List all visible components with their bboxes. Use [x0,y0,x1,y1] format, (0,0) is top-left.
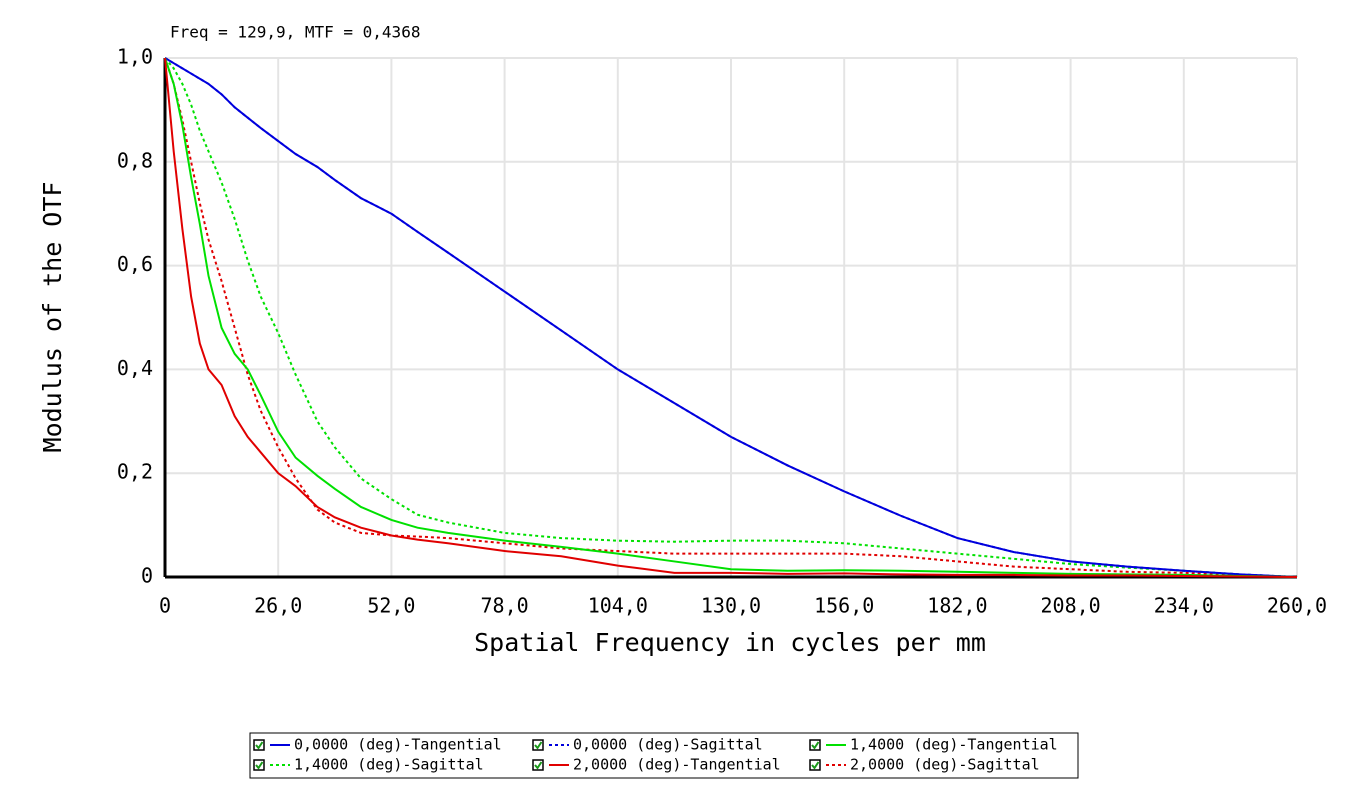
series-line [164,57,1298,578]
y-tick-label: 0,8 [117,148,153,172]
x-tick-label: 130,0 [701,594,761,618]
x-tick-label: 208,0 [1040,594,1100,618]
legend-check [811,741,820,750]
legend-label: 1,4000 (deg)-Sagittal [294,756,484,774]
x-tick-label: 26,0 [254,594,302,618]
x-tick-label: 234,0 [1154,594,1214,618]
legend-checkbox [253,739,265,751]
y-tick-label: 0,4 [117,356,153,380]
x-tick-label: 104,0 [588,594,648,618]
legend-label: 2,0000 (deg)-Tangential [573,756,781,774]
legend-label: 0,0000 (deg)-Tangential [294,736,502,754]
y-tick-label: 0,6 [117,252,153,276]
x-tick-label: 78,0 [481,594,529,618]
legend-checkbox [253,759,265,771]
y-tick-label: 0 [141,564,153,588]
series-line [164,57,1298,578]
legend-label: 2,0000 (deg)-Sagittal [850,756,1040,774]
legend-label: 1,4000 (deg)-Tangential [850,736,1058,754]
series-line [164,57,1298,578]
y-tick-label: 1,0 [117,45,153,69]
x-tick-label: 182,0 [927,594,987,618]
legend-checkbox [532,759,544,771]
legend-check [534,741,543,750]
legend-box [249,732,1079,779]
legend-check [534,761,543,770]
x-tick-label: 0 [159,594,171,618]
y-tick-label: 0,2 [117,460,153,484]
legend-check [255,741,264,750]
series-line [164,57,1298,578]
x-tick-label: 260,0 [1267,594,1327,618]
x-axis-title: Spatial Frequency in cycles per mm [474,628,986,657]
legend-checkbox [532,739,544,751]
annotation: Freq = 129,9, MTF = 0,4368 [170,23,420,42]
legend-check [255,761,264,770]
series-line [164,57,1298,578]
x-tick-label: 156,0 [814,594,874,618]
legend-checkbox [809,739,821,751]
y-axis-title: Modulus of the OTF [38,182,67,453]
legend-check [811,761,820,770]
legend-checkbox [809,759,821,771]
legend-label: 0,0000 (deg)-Sagittal [573,736,763,754]
x-tick-label: 52,0 [367,594,415,618]
